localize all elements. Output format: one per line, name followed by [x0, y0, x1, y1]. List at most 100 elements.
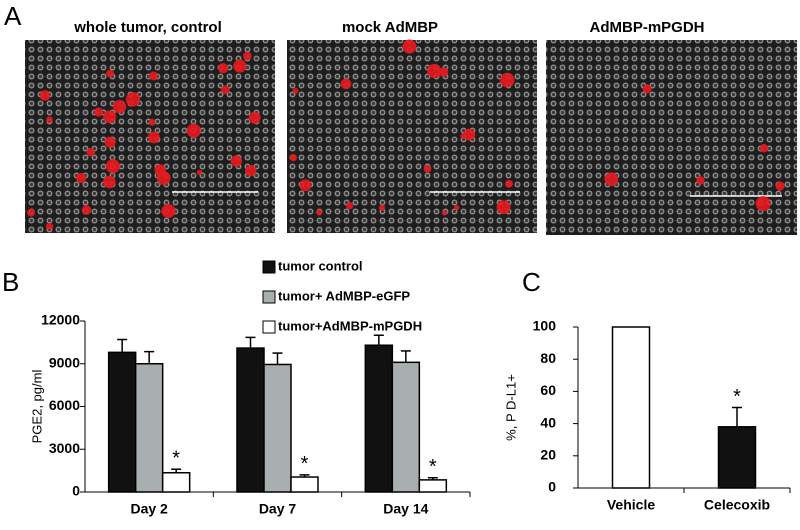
image-title: AdMBP-mPGDH — [590, 19, 705, 36]
red-cell — [112, 100, 127, 114]
error-bar — [732, 406, 742, 427]
error-bar — [272, 352, 283, 365]
y-tick-label: 60 — [540, 382, 556, 398]
error-bar — [171, 468, 182, 473]
image-title: mock AdMBP — [342, 19, 438, 36]
red-cell — [696, 176, 705, 185]
red-cell — [27, 208, 35, 217]
micrograph — [546, 40, 797, 235]
red-cell — [604, 172, 619, 187]
red-cell — [340, 78, 352, 90]
red-cell — [248, 111, 261, 124]
y-axis-label: %, P D-L1+ — [503, 374, 518, 441]
red-cell — [755, 196, 771, 212]
significance-mark: * — [301, 453, 309, 475]
red-cell — [345, 201, 354, 210]
bar — [717, 426, 757, 489]
bar — [161, 472, 191, 493]
bar — [364, 344, 394, 493]
red-cell — [759, 143, 769, 153]
error-bar — [117, 338, 128, 353]
red-cell — [105, 159, 121, 174]
y-tick-label: 80 — [540, 350, 556, 366]
red-cell — [423, 165, 432, 173]
bar — [236, 347, 265, 493]
red-cell — [156, 171, 171, 185]
red-cell — [505, 179, 513, 188]
red-cell — [299, 179, 312, 192]
legend-swatch — [262, 290, 276, 304]
red-cell — [75, 172, 87, 184]
x-tick-label: Celecoxib — [704, 497, 770, 513]
legend-label: tumor+AdMBP-mPGDH — [278, 318, 422, 333]
panel-label: B — [2, 267, 19, 297]
y-tick-label: 9000 — [49, 354, 80, 370]
legend-label: tumor control — [278, 258, 363, 273]
error-bar — [144, 350, 155, 364]
red-cell — [93, 107, 104, 117]
red-cell — [496, 200, 511, 215]
red-cell — [454, 204, 460, 211]
red-cell — [81, 205, 92, 215]
red-cell — [402, 39, 417, 54]
red-cell — [499, 72, 515, 88]
error-bar — [427, 477, 438, 480]
red-cell — [292, 88, 299, 94]
bar — [134, 363, 164, 493]
red-cell — [106, 69, 115, 78]
bar — [611, 326, 651, 489]
red-cell — [441, 210, 448, 216]
significance-mark: * — [733, 386, 741, 408]
red-cell — [147, 131, 160, 144]
error-bar — [400, 350, 411, 363]
red-cell — [230, 155, 243, 167]
red-cell — [125, 92, 141, 107]
red-cell — [378, 204, 386, 211]
red-cell — [161, 204, 176, 219]
bar — [107, 351, 137, 493]
image-title: whole tumor, control — [73, 19, 222, 36]
y-tick-label: 3000 — [49, 440, 80, 456]
significance-mark: * — [429, 456, 437, 478]
y-tick-label: 20 — [540, 447, 556, 463]
red-cell — [104, 136, 116, 148]
bar — [418, 479, 448, 493]
panel-label: A — [4, 1, 22, 31]
red-cell — [460, 133, 466, 139]
x-tick-label: Vehicle — [607, 497, 655, 513]
red-cell — [316, 209, 323, 216]
red-cell — [775, 181, 785, 191]
y-tick-label: 0 — [72, 483, 80, 499]
red-cell — [233, 59, 247, 73]
legend-swatch — [262, 320, 276, 334]
red-cell — [103, 175, 116, 189]
image-row: whole tumor, control mock AdMBP AdMBP-mP… — [25, 19, 797, 235]
y-tick-label: 100 — [533, 318, 557, 334]
red-cell — [218, 63, 229, 74]
red-cell — [39, 90, 51, 101]
red-cell — [103, 110, 117, 124]
red-cell — [463, 128, 476, 141]
red-cell — [289, 153, 298, 162]
red-cell — [196, 169, 203, 176]
red-cell — [427, 63, 442, 79]
error-bar — [373, 334, 384, 346]
bar — [391, 361, 421, 493]
legend-swatch — [262, 260, 276, 274]
y-tick-label: 12000 — [41, 312, 80, 328]
red-cell — [244, 164, 257, 177]
y-axis-label: PGE2, pg/ml — [29, 370, 44, 444]
red-cell — [221, 85, 230, 95]
red-cell — [148, 118, 156, 126]
red-cell — [186, 123, 201, 138]
red-cell — [642, 84, 652, 94]
panel-label: C — [522, 267, 541, 297]
x-tick-label: Day 14 — [383, 501, 428, 517]
bar — [290, 476, 319, 493]
y-tick-label: 40 — [540, 414, 556, 430]
red-cell — [149, 71, 159, 81]
y-tick-label: 6000 — [49, 397, 80, 413]
bar — [263, 363, 292, 493]
red-cell — [243, 51, 252, 61]
